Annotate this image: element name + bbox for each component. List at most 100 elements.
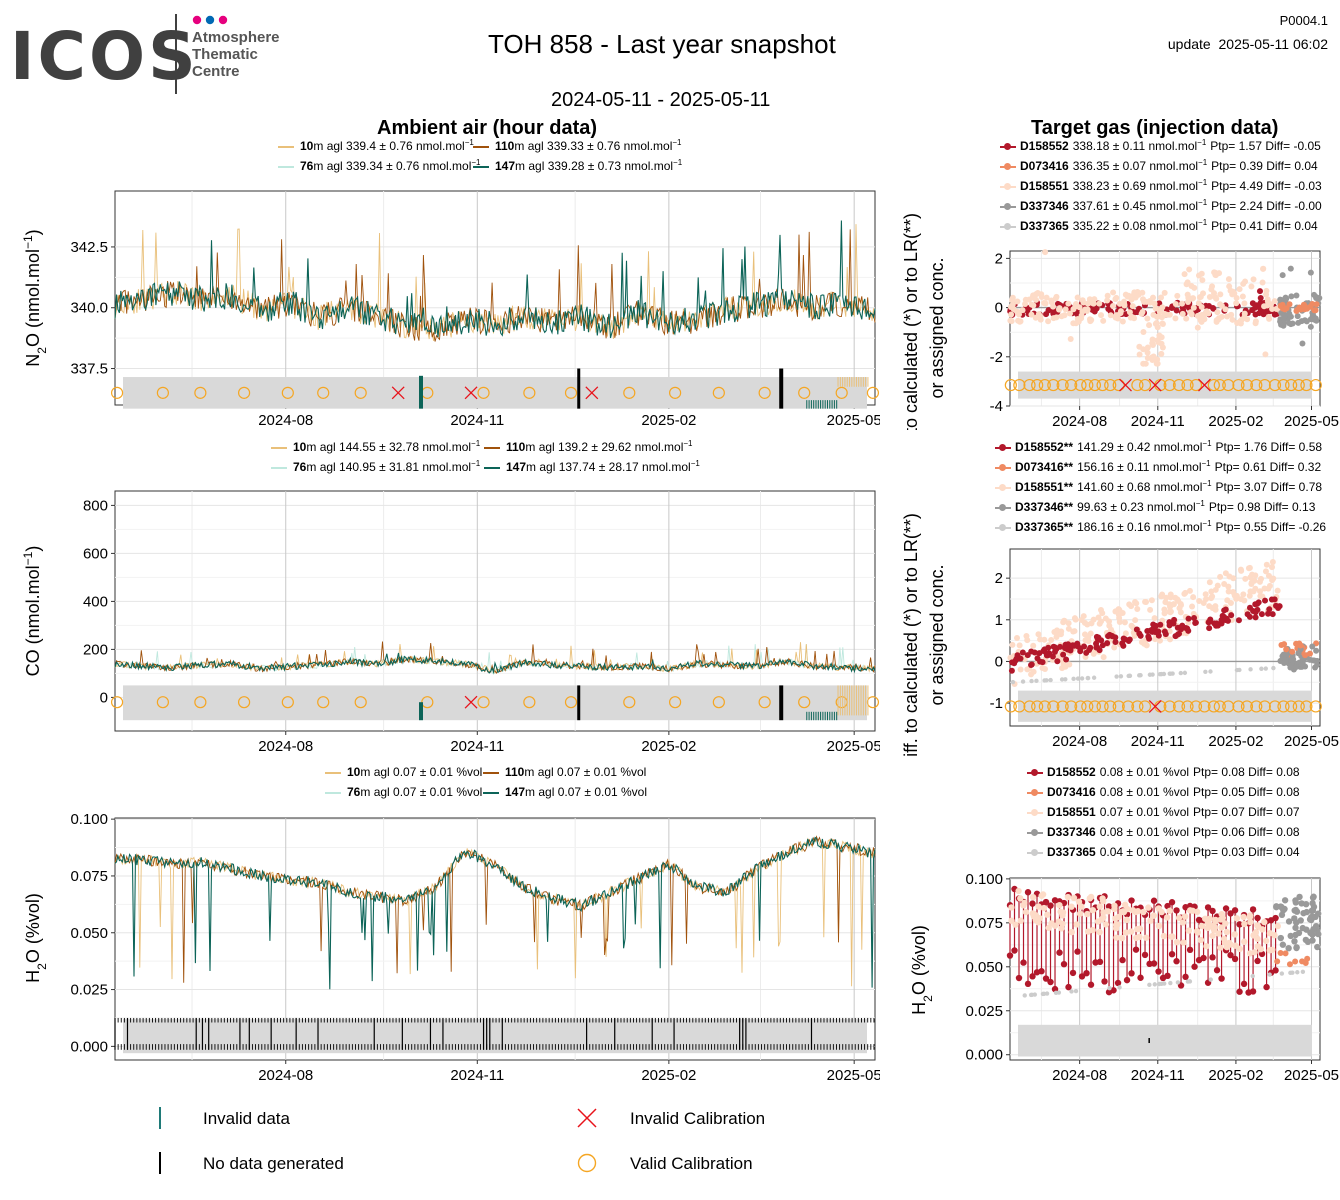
target-point-D158551: [1065, 300, 1072, 307]
target-point-D158551: [1082, 306, 1089, 313]
target-point-D158551: [1096, 903, 1104, 910]
target-point-D073416: [1293, 640, 1300, 647]
legend-dot: [1031, 808, 1038, 816]
target-point-D158552: [1074, 948, 1081, 955]
target-point-D158551: [1269, 559, 1276, 566]
no-data-label: No data generated: [203, 1154, 344, 1173]
y-tick-label: 0.100: [70, 811, 108, 828]
x-tick-label: 2024-11: [1131, 1067, 1185, 1084]
target-point-D158551: [1257, 945, 1265, 953]
target-point-D158551: [1066, 661, 1073, 668]
target-point-D073416: [1300, 301, 1307, 308]
target-point-D337365: [1079, 676, 1085, 681]
target-point-D158551: [1242, 575, 1249, 582]
target-point-D337346: [1310, 926, 1317, 933]
chart-n2o-ambient: 337.5 340.0 342.5 2024-08 2024-11 2025-02 2025…: [21, 190, 880, 429]
chart-h2o-ambient: 0.000 0.025 0.050 0.075 0.100 2024-08 2024-11 2…: [23, 811, 880, 1084]
target-point-D158551: [1270, 575, 1277, 582]
legend-swatch: [995, 523, 1011, 531]
legend-item-D158552: D158552 338.18 ± 0.11 nmol.mol−1 Ptp= 1.57…: [1000, 138, 1321, 153]
target-point-D337346: [1285, 918, 1293, 925]
target-point-D158551: [1217, 291, 1224, 298]
target-point-D158551: [1023, 632, 1030, 639]
legend-cylinder: D158552: [1047, 765, 1096, 779]
target-point-D158551: [1254, 935, 1261, 943]
valid-calibration-marker: [1222, 700, 1235, 713]
valid-calibration-marker: [1112, 378, 1125, 392]
target-point-D158551: [1127, 314, 1134, 321]
flag-band: [123, 377, 867, 409]
target-point-D158551: [1250, 276, 1257, 283]
invalid-data-bar: [808, 711, 810, 721]
target-point-D158551: [1246, 564, 1253, 571]
target-point-D158551: [1114, 921, 1121, 928]
target-point-D337346: [1285, 944, 1292, 952]
target-point-D158551: [1133, 292, 1140, 299]
logo-wordmark: ICOS: [10, 18, 199, 95]
target-point-D158551: [1261, 585, 1268, 592]
target-point-D337346: [1296, 893, 1303, 901]
invalid-data-bar: [815, 400, 817, 409]
target-point-D158551: [1213, 318, 1220, 325]
target-point-D337365: [1107, 986, 1112, 991]
target-point-D158551: [1183, 315, 1190, 322]
legend-item-D337346: D337346 337.61 ± 0.45 nmol.mol−1 Ptp= 2.24…: [1000, 198, 1322, 213]
target-point-D158551: [1090, 616, 1097, 623]
valid-calibration-marker: [564, 696, 578, 709]
invalid-data-bar: [815, 711, 817, 721]
target-point-D337346: [1309, 900, 1316, 907]
invalid-data-bar: [810, 400, 812, 409]
target-point-D158551: [1045, 318, 1052, 325]
legend-swatch: [1027, 788, 1043, 796]
target-point-D158551: [1034, 916, 1041, 923]
target-point-D158551: [1154, 337, 1161, 344]
legend-item-D158552: D158552 0.08 ± 0.01 %vol Ptp= 0.08 Diff= 0…: [1027, 764, 1300, 779]
target-point-D158551: [1241, 300, 1248, 307]
target-point-D158551: [1179, 300, 1186, 307]
target-point-D158551: [1271, 298, 1278, 305]
valid-calibration-marker: [1013, 700, 1026, 713]
legend-sup: −1: [1198, 178, 1208, 187]
legend-text: m agl 0.07 ± 0.01 %vol: [360, 785, 483, 799]
target-point-D158551: [1058, 925, 1065, 932]
target-point-D158551: [1231, 931, 1238, 938]
target-point-D158552: [1272, 914, 1279, 922]
target-point-D158552: [1015, 974, 1023, 982]
target-point-D158552: [1268, 596, 1275, 603]
target-point-D337365: [1208, 669, 1213, 674]
legend-cylinder: D073416: [1047, 785, 1096, 799]
legend-cylinder: D158551: [1020, 179, 1069, 193]
legend-swatch: [1027, 808, 1043, 816]
target-point-D158552: [1254, 957, 1261, 965]
target-point-D158551: [1078, 315, 1085, 322]
target-point-D158551: [1065, 625, 1072, 632]
legend-level: 76: [293, 460, 307, 474]
target-point-D158551: [1078, 616, 1085, 623]
target-point-D158552: [1164, 972, 1171, 980]
target-point-D337365: [1161, 981, 1167, 986]
target-point-D337346: [1285, 320, 1292, 327]
target-point-D337365: [1271, 665, 1276, 671]
y-tick-label: 0.025: [965, 1003, 1003, 1020]
target-point-D158551: [1172, 315, 1179, 322]
invalid-data-bar: [842, 685, 844, 716]
target-point-D337346: [1287, 265, 1294, 272]
target-point-D158551: [1163, 914, 1171, 921]
target-point-D158551: [1247, 918, 1254, 926]
target-point-D158551: [1236, 945, 1244, 953]
target-point-D158552: [1182, 973, 1189, 981]
x-tick-label: 2024-11: [450, 1067, 504, 1084]
invalid-data-bar: [860, 685, 862, 716]
target-point-D158551: [1061, 617, 1068, 624]
target-point-D158552: [1256, 310, 1263, 317]
target-point-D158551: [1050, 303, 1057, 310]
target-point-D158551: [1008, 318, 1015, 325]
target-point-D158551: [1174, 292, 1181, 299]
legend-cylinder: D158552: [1020, 139, 1069, 153]
target-point-D158551: [1261, 303, 1268, 310]
target-point-D158551: [1140, 360, 1147, 367]
no-data-bar: [577, 685, 581, 721]
target-point-D158551: [1107, 312, 1114, 319]
target-point-D158552: [1141, 951, 1149, 959]
